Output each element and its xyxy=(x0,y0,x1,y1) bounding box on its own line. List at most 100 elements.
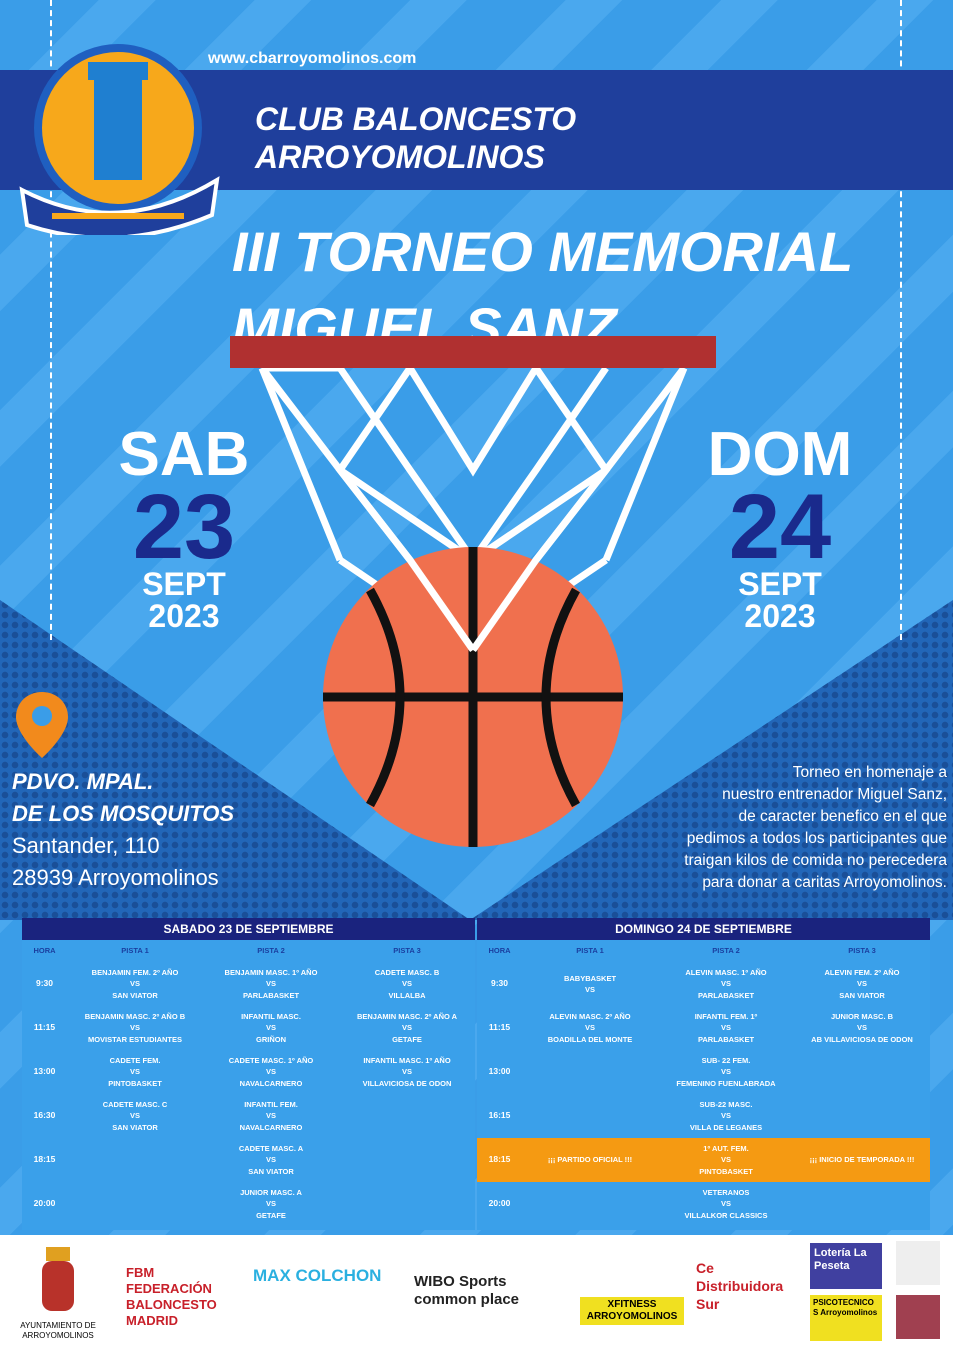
match-line: PARLABASKET xyxy=(697,990,755,1000)
sponsor-xfitness: XFITNESS ARROYOMOLINOS xyxy=(580,1297,684,1325)
match-cell: SUB- 22 FEM. VS FEMENINO FUENLABRADA xyxy=(658,1055,794,1090)
column-header: PISTA 1 xyxy=(576,946,604,956)
club-line2: ARROYOMOLINOS xyxy=(255,139,545,175)
sponsor-psicotecnicos: PSICOTECNICOS Arroyomolinos xyxy=(810,1295,882,1341)
time-cell: 16:15 xyxy=(488,1110,511,1121)
match-line: VS xyxy=(401,1023,412,1033)
sponsor-maxcolchon: MAX COLCHON xyxy=(253,1266,382,1285)
match-line: VS xyxy=(265,1155,276,1165)
match-line: NAVALCARNERO xyxy=(239,1078,303,1088)
match-line: VS xyxy=(720,979,731,989)
match-cell: CADETE MASC. A VS SAN VIATOR xyxy=(203,1143,339,1178)
match-line: VILLALBA xyxy=(388,990,426,1000)
match-line: CADETE MASC. C xyxy=(102,1099,168,1109)
match-cell: CADETE FEM. VS PINTOBASKET xyxy=(67,1055,203,1090)
sponsor-wibo: WIBO Sports common place xyxy=(414,1273,520,1308)
match-cell: JUNIOR MASC. B VS AB VILLAVICIOSA DE ODON xyxy=(794,1011,930,1046)
match-line: VS xyxy=(265,1199,276,1209)
year: 2023 xyxy=(744,598,816,634)
time-cell: 9:30 xyxy=(490,978,508,989)
match-line: PARLABASKET xyxy=(242,990,300,1000)
day-name: DOM xyxy=(707,420,853,489)
match-cell: BENJAMIN FEM. 2º AÑO VS SAN VIATOR xyxy=(67,967,203,1002)
match-cell: INFANTIL MASC. 1º AÑO VS VILLAVICIOSA DE O… xyxy=(339,1055,475,1090)
table-row: 11:15 BENJAMIN MASC. 2º AÑO B VS MOVISTAR E… xyxy=(22,1006,475,1050)
time-cell: 16:30 xyxy=(33,1110,56,1121)
day-name: SAB xyxy=(118,420,250,489)
match-line: FEMENINO FUENLABRADA xyxy=(676,1078,776,1088)
club-name: CLUB BALONCESTO ARROYOMOLINOS xyxy=(255,100,576,176)
match-line: VS xyxy=(265,1023,276,1033)
column-header: PISTA 3 xyxy=(848,946,876,956)
match-line: VS xyxy=(265,1111,276,1121)
match-line: VS xyxy=(720,1199,731,1209)
match-line: SAN VIATOR xyxy=(112,1122,158,1132)
basket-illustration xyxy=(230,336,716,847)
match-line: VS xyxy=(720,1067,731,1077)
match-line: 1º AUT. FEM. xyxy=(703,1143,749,1153)
match-line: INFANTIL FEM. xyxy=(244,1099,298,1109)
club-line1: CLUB BALONCESTO xyxy=(255,101,577,137)
description-line: pedimos a todos los participantes que xyxy=(686,830,947,847)
match-line: SAN VIATOR xyxy=(839,990,885,1000)
match-line: JUNIOR MASC. A xyxy=(240,1187,302,1197)
match-line: SAN VIATOR xyxy=(248,1166,294,1176)
match-line: NAVALCARNERO xyxy=(239,1122,303,1132)
match-cell: INFANTIL FEM. 1º VS PARLABASKET xyxy=(658,1011,794,1046)
match-line: CADETE MASC. B xyxy=(374,967,440,977)
match-line: BENJAMIN MASC. 1º AÑO xyxy=(224,967,318,977)
table-row: 20:00 VETERANOS VS VILLALKOR CLASSICS xyxy=(477,1182,930,1226)
match-line: GRIÑON xyxy=(256,1034,286,1044)
time-cell: 20:00 xyxy=(488,1198,511,1209)
column-headers: HORA PISTA 1 PISTA 2 PISTA 3 xyxy=(22,940,475,962)
sponsor-fbm: FBM FEDERACIÓN BALONCESTO MADRID xyxy=(126,1265,217,1328)
time-cell: 13:00 xyxy=(488,1066,511,1077)
match-cell: CADETE MASC. B VS VILLALBA xyxy=(339,967,475,1002)
match-line: ¡¡¡ PARTIDO OFICIAL !!! xyxy=(547,1155,633,1165)
dashed-line xyxy=(900,0,902,640)
match-line: VS xyxy=(584,1023,595,1033)
venue-info: PDVO. MPAL. DE LOS MOSQUITOS Santander, … xyxy=(12,766,234,894)
day-number: 24 xyxy=(728,476,832,578)
venue-name-1: PDVO. MPAL. xyxy=(12,769,154,794)
match-cell: BENJAMIN MASC. 2º AÑO B VS MOVISTAR ESTUDI… xyxy=(67,1011,203,1046)
match-line: VS xyxy=(129,1111,140,1121)
website-url[interactable]: www.cbarroyomolinos.com xyxy=(208,50,417,67)
date-sunday: DOM 24 SEPT 2023 xyxy=(670,420,890,634)
match-line: VS xyxy=(265,979,276,989)
date-saturday: SAB 23 SEPT 2023 xyxy=(74,420,294,633)
title-line1: III TORNEO MEMORIAL xyxy=(232,220,854,283)
match-line: ALEVIN FEM. 2º AÑO xyxy=(824,967,900,977)
description-line: traigan kilos de comida no perecedera xyxy=(684,852,947,869)
match-line: VS xyxy=(265,1067,276,1077)
description: Torneo en homenaje a nuestro entrenador M… xyxy=(587,762,947,894)
match-line: CADETE FEM. xyxy=(109,1055,161,1065)
match-line: JUNIOR MASC. B xyxy=(830,1011,894,1021)
match-cell: BENJAMIN MASC. 2º AÑO A VS GETAFE xyxy=(339,1011,475,1046)
sponsor-loteria: Lotería La Peseta xyxy=(810,1243,882,1289)
time-cell: 11:15 xyxy=(33,1022,56,1033)
match-line: SAN VIATOR xyxy=(112,990,158,1000)
table-row: 20:00 JUNIOR MASC. A VS GETAFE xyxy=(22,1182,475,1226)
match-line: VILLAVICIOSA DE ODON xyxy=(362,1078,452,1088)
table-row: 13:00 SUB- 22 FEM. VS FEMENINO FUENLABRADA xyxy=(477,1050,930,1094)
table-row: 16:30 CADETE MASC. C VS SAN VIATOR INFANTIL … xyxy=(22,1094,475,1138)
table-row: 13:00 CADETE FEM. VS PINTOBASKET CADETE MASC… xyxy=(22,1050,475,1094)
match-line: BENJAMIN MASC. 2º AÑO B xyxy=(84,1011,186,1021)
time-cell: 13:00 xyxy=(33,1066,56,1077)
sponsor-image xyxy=(896,1241,940,1285)
dashed-line xyxy=(50,0,52,640)
match-line: PINTOBASKET xyxy=(108,1078,162,1088)
match-cell: ¡¡¡ PARTIDO OFICIAL !!! xyxy=(522,1154,658,1166)
match-cell: BABYBASKET VS xyxy=(522,973,658,996)
column-header: PISTA 2 xyxy=(712,946,740,956)
match-line: SUB-22 MASC. xyxy=(699,1099,753,1109)
sponsors-strip: AYUNTAMIENTO DE ARROYOMOLINOS FBM FEDERA… xyxy=(0,1235,953,1366)
schedule-title: SABADO 23 DE SEPTIEMBRE xyxy=(22,918,475,940)
table-row: 16:15 SUB-22 MASC. VS VILLA DE LEGANES xyxy=(477,1094,930,1138)
sponsor-cesur: Ce Distribuidora Sur xyxy=(696,1260,784,1312)
match-cell: JUNIOR MASC. A VS GETAFE xyxy=(203,1187,339,1222)
match-cell: ALEVIN MASC. 1º AÑO VS PARLABASKET xyxy=(658,967,794,1002)
schedule-sunday: DOMINGO 24 DE SEPTIEMBRE HORA PISTA 1 PISTA… xyxy=(477,918,930,1230)
column-header: PISTA 3 xyxy=(393,946,421,956)
